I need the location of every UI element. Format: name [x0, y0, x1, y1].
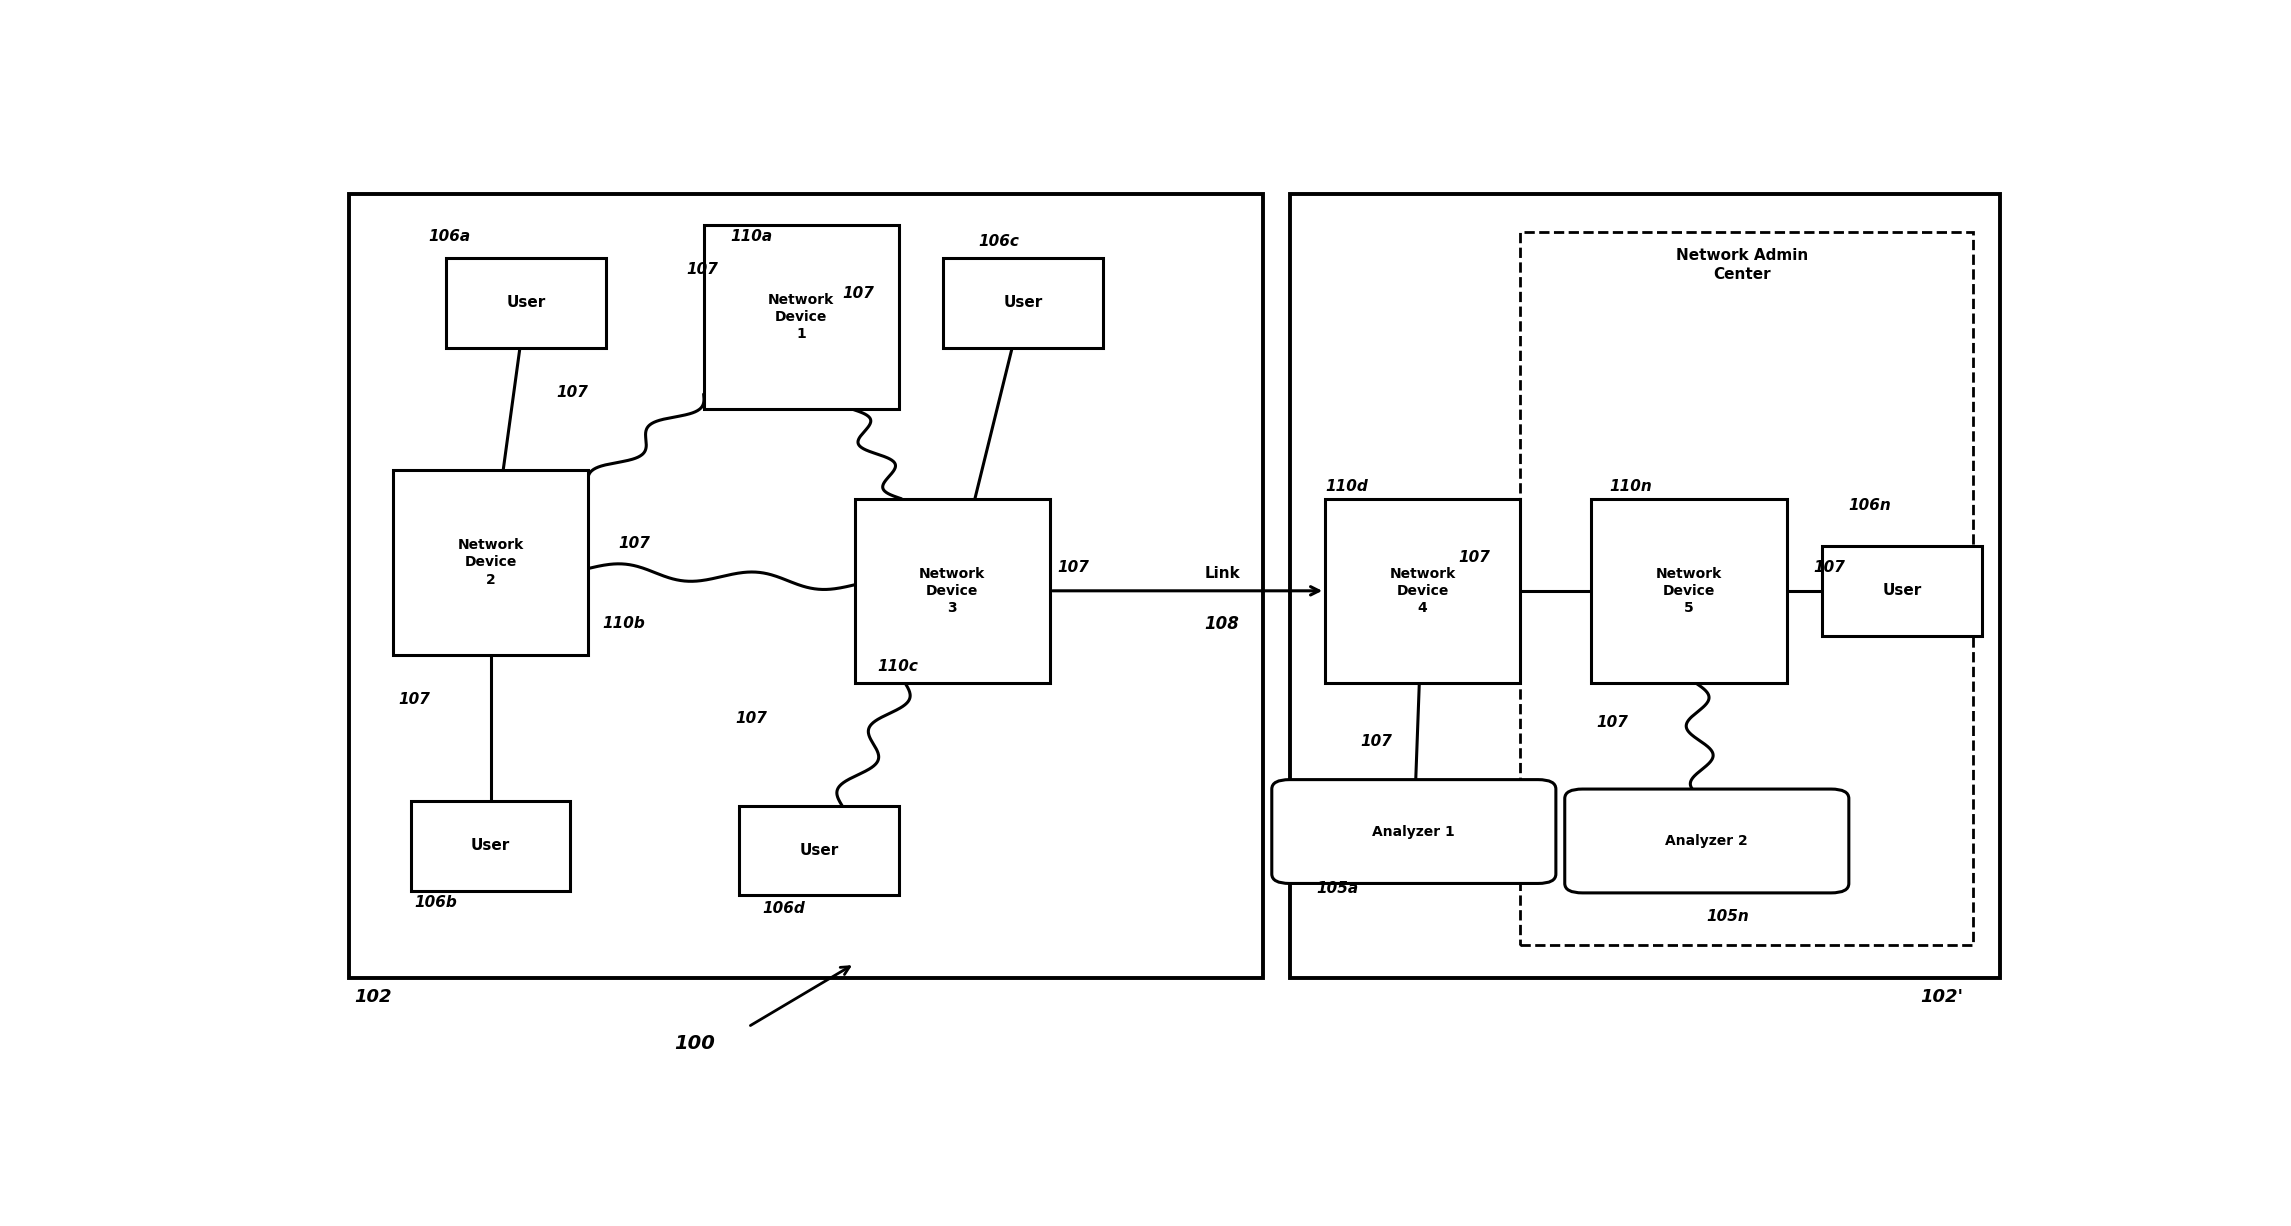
Text: 107: 107: [1056, 560, 1088, 575]
Text: 110b: 110b: [603, 617, 646, 631]
FancyBboxPatch shape: [348, 194, 1262, 978]
Text: 107: 107: [557, 385, 589, 400]
Text: 106c: 106c: [978, 234, 1019, 249]
FancyBboxPatch shape: [1592, 499, 1787, 683]
FancyBboxPatch shape: [1821, 546, 1982, 635]
Text: User: User: [506, 295, 545, 310]
Text: Link: Link: [1205, 566, 1239, 581]
FancyBboxPatch shape: [394, 471, 589, 655]
Text: Analyzer 2: Analyzer 2: [1666, 834, 1748, 848]
Text: 107: 107: [735, 711, 767, 726]
Text: 105a: 105a: [1315, 880, 1359, 896]
Text: 106d: 106d: [763, 901, 804, 917]
Text: 107: 107: [619, 536, 651, 552]
FancyBboxPatch shape: [1290, 194, 2000, 978]
Text: User: User: [472, 839, 511, 853]
Text: 110c: 110c: [877, 658, 919, 674]
Text: 107: 107: [1361, 734, 1393, 749]
FancyBboxPatch shape: [703, 226, 898, 409]
Text: 105n: 105n: [1707, 908, 1750, 924]
Text: 107: 107: [1597, 716, 1629, 731]
Text: 106b: 106b: [415, 895, 456, 910]
FancyBboxPatch shape: [855, 499, 1049, 683]
Text: 110a: 110a: [731, 229, 772, 244]
Text: User: User: [800, 843, 839, 858]
FancyBboxPatch shape: [1565, 790, 1849, 893]
FancyBboxPatch shape: [740, 805, 898, 895]
Text: 108: 108: [1205, 615, 1239, 633]
Text: 107: 107: [1459, 550, 1489, 565]
Text: 107: 107: [843, 286, 873, 300]
Text: 110n: 110n: [1608, 479, 1652, 494]
Text: 100: 100: [674, 1035, 715, 1053]
Text: 107: 107: [685, 262, 717, 277]
Text: 110d: 110d: [1324, 479, 1368, 494]
Text: Network
Device
3: Network Device 3: [919, 566, 985, 615]
FancyBboxPatch shape: [1272, 780, 1556, 884]
Text: 107: 107: [1814, 560, 1844, 575]
Text: Analyzer 1: Analyzer 1: [1372, 825, 1455, 839]
Text: 102': 102': [1920, 988, 1963, 1005]
Text: 107: 107: [399, 691, 431, 707]
FancyBboxPatch shape: [447, 257, 605, 348]
Text: Network
Device
5: Network Device 5: [1656, 566, 1723, 615]
Text: Network
Device
4: Network Device 4: [1391, 566, 1455, 615]
Text: 102: 102: [353, 988, 392, 1005]
FancyBboxPatch shape: [1521, 232, 1973, 945]
Text: 106n: 106n: [1849, 498, 1892, 514]
Text: Network
Device
1: Network Device 1: [767, 293, 834, 341]
Text: User: User: [1003, 295, 1042, 310]
FancyBboxPatch shape: [410, 801, 570, 890]
FancyBboxPatch shape: [1324, 499, 1521, 683]
Text: User: User: [1883, 584, 1922, 598]
Text: Network Admin
Center: Network Admin Center: [1677, 249, 1808, 282]
Text: 106a: 106a: [428, 229, 470, 244]
Text: Network
Device
2: Network Device 2: [458, 538, 525, 587]
FancyBboxPatch shape: [944, 257, 1104, 348]
